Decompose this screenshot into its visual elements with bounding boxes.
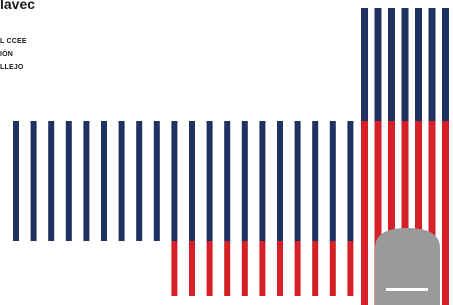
stripe — [429, 8, 436, 121]
stripe — [224, 121, 230, 241]
stripe — [66, 121, 72, 241]
stripe — [83, 121, 89, 241]
stripe — [277, 121, 283, 241]
stripe — [154, 121, 160, 241]
stripe — [330, 241, 336, 296]
stripe — [242, 241, 248, 296]
text-line: L CCEE — [0, 38, 27, 45]
stripe — [171, 121, 177, 241]
text-line: LLEJO — [0, 64, 24, 71]
stripe — [171, 241, 177, 296]
stripe — [277, 241, 283, 296]
stripe-artwork — [0, 0, 453, 305]
stripe — [347, 241, 353, 296]
stripe — [207, 121, 213, 241]
stripe — [415, 8, 422, 121]
stripe — [375, 8, 382, 121]
stripe — [259, 121, 265, 241]
stripe — [136, 121, 142, 241]
poster: lavec L CCEE IÓN LLEJO — [0, 0, 453, 305]
stripe — [295, 241, 301, 296]
stripe — [388, 8, 395, 121]
stripe — [189, 241, 195, 296]
stripe — [13, 121, 19, 241]
stripe — [347, 121, 353, 241]
stripe — [119, 121, 125, 241]
stripe — [295, 121, 301, 241]
stripe — [442, 8, 449, 121]
title: lavec — [0, 0, 35, 12]
stripe — [312, 241, 318, 296]
stripe — [224, 241, 230, 296]
stripe — [207, 241, 213, 296]
stripe — [402, 8, 409, 121]
stripe — [242, 121, 248, 241]
stripe — [48, 121, 54, 241]
stripe — [189, 121, 195, 241]
grey-shape — [375, 228, 440, 305]
stripe — [330, 121, 336, 241]
stripe — [259, 241, 265, 296]
stripe — [361, 121, 368, 305]
text-line: IÓN — [0, 51, 13, 58]
stripe — [442, 121, 449, 305]
white-bar — [386, 288, 428, 291]
stripe — [361, 8, 368, 121]
stripe — [31, 121, 37, 241]
stripe — [101, 121, 107, 241]
stripe — [312, 121, 318, 241]
